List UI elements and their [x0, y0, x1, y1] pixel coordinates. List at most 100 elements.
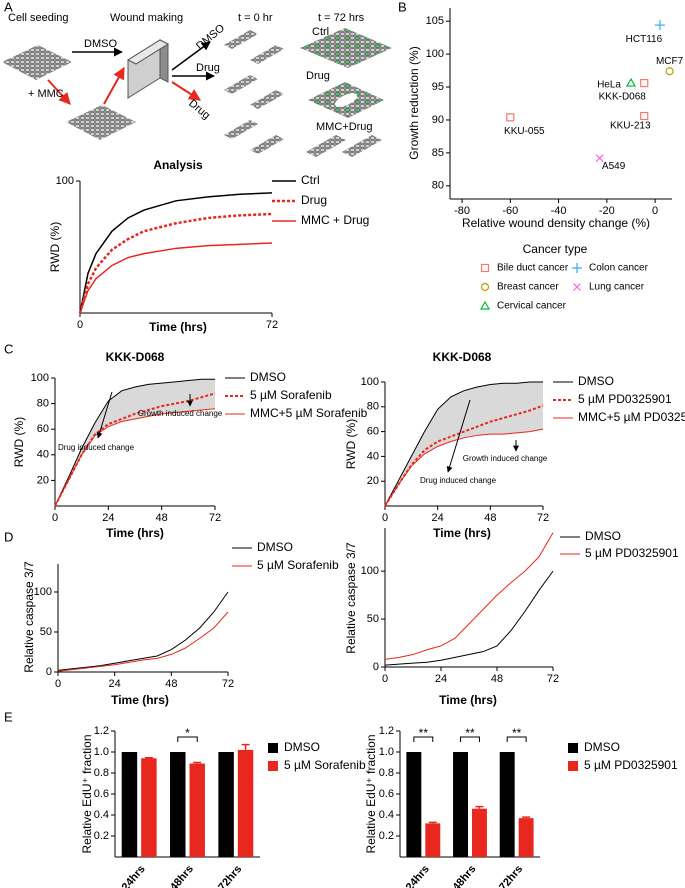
panel-label: A	[4, 0, 13, 14]
chart-title: Analysis	[153, 158, 203, 172]
significance-bracket	[413, 736, 434, 742]
point	[595, 154, 604, 163]
y-axis-label: Relative EdU⁺ fraction	[80, 734, 94, 853]
shaded-area	[55, 379, 215, 506]
legend-label: MMC+5 µM Sorafenib	[250, 406, 368, 420]
x-axis-label: Time (hrs)	[149, 320, 207, 334]
x-tick-label: 48hrs	[168, 863, 196, 888]
significance-label: **	[419, 726, 429, 740]
x-tick-label: 0	[77, 319, 83, 331]
line-series	[384, 532, 554, 660]
arrow	[171, 41, 211, 71]
chart-title: KKK-D068	[106, 350, 165, 364]
x-tick-label: 72hrs	[216, 863, 244, 888]
legend-label: 5 µM Sorafenib	[257, 558, 339, 572]
x-tick-label: 24hrs	[404, 863, 432, 888]
significance-bracket	[506, 736, 527, 742]
step-label: t = 0 hr	[238, 12, 273, 24]
arrow-label: DMSO	[84, 38, 117, 50]
y-tick-label: 85	[432, 147, 444, 159]
legend-label: 5 µM PD0325901	[585, 546, 679, 560]
y-tick-label: 80	[432, 180, 444, 192]
condition-label: Ctrl	[312, 26, 329, 38]
legend-label: Bile duct cancer	[497, 263, 569, 274]
legend-swatch	[568, 761, 578, 771]
x-axis-label: Time (hrs)	[106, 526, 164, 540]
significance-bracket	[177, 736, 198, 742]
error-bar	[144, 757, 153, 759]
x-tick-label: 72	[266, 319, 278, 331]
cell-strip	[342, 135, 382, 157]
legend-label: 5 µM Sorafenib	[250, 388, 332, 402]
bar	[518, 818, 534, 857]
line-series	[384, 428, 544, 507]
y-tick-label: 0.8	[94, 767, 109, 779]
y-tick-label: 1.0	[379, 746, 394, 758]
legend-swatch	[568, 743, 578, 753]
x-tick-label: 48hrs	[450, 863, 478, 888]
x-tick-label: -40	[551, 205, 567, 217]
y-tick-label: 105	[426, 15, 444, 27]
bar	[406, 752, 422, 857]
y-tick-label: 80	[37, 398, 49, 410]
x-tick-label: 24	[109, 678, 121, 690]
legend-swatch	[573, 283, 581, 291]
x-tick-label: 48	[156, 512, 168, 524]
legend-label: DMSO	[578, 374, 614, 388]
y-tick-label: 90	[432, 114, 444, 126]
y-axis-label: RWD (%)	[344, 419, 358, 469]
bar	[499, 752, 515, 857]
point-label: MCF7	[656, 56, 684, 67]
x-tick-label: 24	[435, 673, 447, 685]
x-tick-label: 72	[222, 678, 234, 690]
error-bar	[241, 743, 250, 750]
schematic: Cell seeding Wound making t = 0 hr t = 7…	[2, 12, 392, 157]
y-tick-label: 1.2	[94, 725, 109, 737]
legend-swatch	[572, 263, 582, 273]
x-tick-label: 24	[432, 512, 444, 524]
legend-label: Breast cancer	[497, 282, 559, 293]
significance-label: *	[185, 726, 190, 740]
condition-label: MMC+Drug	[316, 121, 373, 133]
legend-label: Colon cancer	[589, 263, 649, 274]
legend-label: DMSO	[257, 540, 293, 554]
bar	[425, 823, 441, 857]
panel-label: B	[398, 0, 407, 14]
x-tick-label: 24hrs	[120, 863, 148, 888]
annotation: Drug induced change	[420, 476, 497, 485]
cell-sheet	[66, 105, 136, 140]
x-axis-label: Time (hrs)	[439, 693, 497, 707]
arrow-label: DMSO	[194, 22, 227, 53]
line-series	[384, 570, 554, 666]
panel-label: D	[4, 529, 13, 544]
significance-label: **	[512, 726, 522, 740]
line-series	[79, 192, 273, 314]
y-tick-label: 60	[37, 423, 49, 435]
legend-label: DMSO	[584, 740, 620, 754]
error-bar	[193, 761, 202, 764]
wound-gap	[334, 93, 358, 107]
line-series	[78, 212, 273, 314]
y-tick-label: 20	[37, 474, 49, 486]
error-bar	[522, 816, 531, 819]
x-tick-label: 72hrs	[497, 863, 525, 888]
y-axis-label: RWD (%)	[48, 222, 62, 272]
y-tick-label: 100	[361, 376, 379, 388]
annotation: Growth induced change	[463, 454, 548, 463]
shaded-area	[385, 382, 543, 506]
panel-label: E	[4, 709, 13, 724]
y-tick-label: 100	[34, 586, 52, 598]
x-tick-label: 0	[52, 512, 58, 524]
legend-label: Lung cancer	[589, 282, 645, 293]
legend-label: MMC+5 µM PD0325901	[578, 410, 685, 424]
legend-swatch	[479, 300, 491, 310]
y-tick-label: 20	[367, 475, 379, 487]
x-tick-label: 24	[102, 512, 114, 524]
point-label: KKU-213	[610, 121, 651, 132]
line-series	[54, 408, 216, 507]
y-tick-label: 100	[426, 48, 444, 60]
point	[640, 111, 649, 121]
arrow-label: Drug	[196, 62, 220, 74]
significance-label: **	[465, 726, 475, 740]
step-label: Cell seeding	[8, 12, 69, 24]
